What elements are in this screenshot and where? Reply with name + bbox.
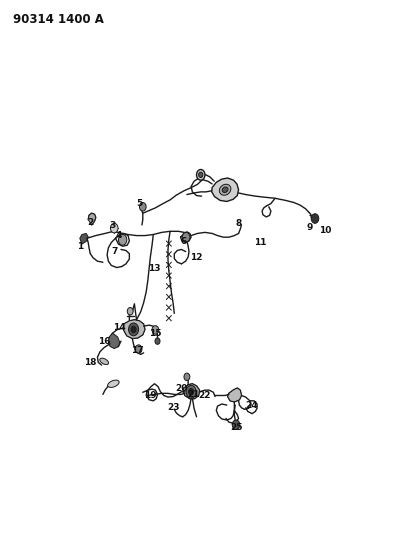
Text: 10: 10 (319, 226, 332, 235)
Circle shape (197, 169, 205, 180)
Text: 24: 24 (246, 401, 258, 409)
Circle shape (129, 323, 139, 336)
Circle shape (189, 389, 194, 395)
Text: 16: 16 (98, 337, 110, 345)
Circle shape (135, 345, 142, 353)
Text: 17: 17 (131, 346, 144, 355)
Circle shape (127, 308, 133, 315)
Text: 3: 3 (110, 221, 116, 230)
Circle shape (184, 373, 190, 381)
Text: 20: 20 (175, 384, 188, 392)
Text: 15: 15 (149, 329, 162, 337)
Ellipse shape (219, 184, 231, 195)
Circle shape (182, 232, 190, 242)
Text: 4: 4 (115, 231, 122, 240)
Ellipse shape (108, 380, 119, 387)
Ellipse shape (222, 187, 228, 192)
Text: 25: 25 (230, 423, 242, 432)
Polygon shape (108, 333, 120, 349)
Circle shape (199, 172, 203, 177)
Text: 1: 1 (77, 242, 83, 251)
Text: 21: 21 (187, 390, 200, 399)
Polygon shape (212, 178, 239, 201)
Polygon shape (88, 213, 96, 225)
Polygon shape (80, 233, 88, 244)
Text: 5: 5 (136, 199, 142, 208)
Text: 8: 8 (236, 220, 242, 228)
Circle shape (152, 326, 159, 334)
Circle shape (311, 214, 319, 223)
Circle shape (110, 223, 118, 233)
Polygon shape (183, 384, 200, 399)
Text: 9: 9 (307, 223, 313, 232)
Text: 90314 1400 A: 90314 1400 A (13, 13, 103, 26)
Circle shape (232, 420, 240, 430)
Circle shape (186, 385, 196, 398)
Text: 7: 7 (111, 247, 118, 256)
Circle shape (155, 338, 160, 344)
Text: 22: 22 (199, 391, 211, 400)
Text: 13: 13 (148, 264, 161, 272)
Text: 11: 11 (254, 238, 267, 247)
Polygon shape (228, 388, 241, 402)
Text: 2: 2 (87, 219, 93, 227)
Circle shape (139, 203, 146, 211)
Ellipse shape (100, 358, 108, 365)
Text: 18: 18 (84, 358, 97, 367)
Text: 14: 14 (113, 324, 126, 332)
Circle shape (118, 235, 127, 245)
Text: 6: 6 (181, 237, 187, 246)
Text: 23: 23 (167, 403, 179, 412)
Text: 19: 19 (144, 391, 157, 400)
Circle shape (131, 326, 136, 333)
Text: 12: 12 (190, 254, 203, 262)
Polygon shape (124, 320, 145, 338)
